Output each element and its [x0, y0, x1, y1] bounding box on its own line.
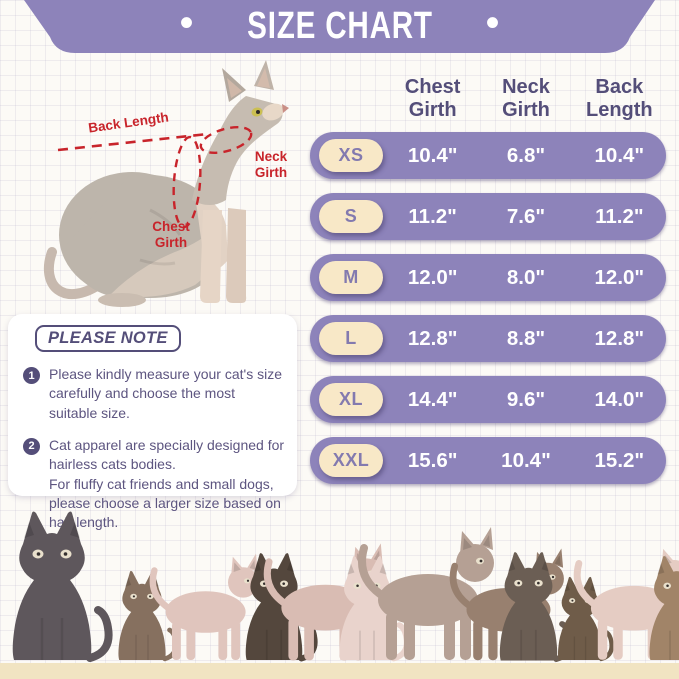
back-length-value: 14.0" — [594, 387, 645, 411]
table-row-xxl: XXL 15.6" 10.4" 15.2" — [310, 437, 666, 484]
chest-girth-value: 10.4" — [407, 143, 458, 167]
note-title-badge: PLEASE NOTE — [35, 325, 181, 352]
table-row-m: M 12.0" 8.0" 12.0" — [310, 254, 666, 301]
back-length-value: 12.8" — [594, 326, 645, 350]
note-item-1: 1 Please kindly measure your cat's size … — [23, 365, 287, 423]
chest-girth-value: 12.8" — [407, 326, 458, 350]
size-badge: L — [319, 322, 383, 355]
chest-girth-value: 15.6" — [407, 448, 458, 472]
note-item-2: 2 Cat apparel are specially designed for… — [23, 436, 287, 533]
chest-girth-value: 12.0" — [407, 265, 458, 289]
note-box: PLEASE NOTE 1 Please kindly measure your… — [8, 314, 297, 530]
size-badge: XXL — [319, 444, 383, 477]
back-length-value: 10.4" — [594, 143, 645, 167]
column-header-neck-girth: Neck Girth — [502, 76, 550, 122]
neck-girth-value: 10.4" — [501, 448, 551, 472]
table-row-l: L 12.8" 8.8" 12.8" — [310, 315, 666, 362]
cat-measurement-illustration — [43, 60, 289, 307]
chest-girth-value: 11.2" — [408, 204, 457, 228]
size-table: XS 10.4" 6.8" 10.4" S 11.2" 7.6" 11.2" M… — [310, 132, 666, 498]
page-title: SIZE CHART — [246, 4, 433, 47]
size-badge: XL — [319, 383, 383, 416]
size-badge: M — [319, 261, 383, 294]
table-row-s: S 11.2" 7.6" 11.2" — [310, 193, 666, 240]
back-length-value: 11.2" — [595, 204, 644, 228]
banner-shape — [24, 0, 655, 53]
neck-girth-value: 7.6" — [506, 204, 546, 228]
header-banner: • SIZE CHART • — [0, 0, 679, 56]
back-length-value: 15.2" — [594, 448, 645, 472]
chest-girth-value: 14.4" — [407, 387, 458, 411]
table-row-xl: XL 14.4" 9.6" 14.0" — [310, 376, 666, 423]
size-table-header: Chest Girth Neck Girth Back Length — [310, 76, 666, 122]
neck-girth-label: Neck Girth — [254, 149, 288, 180]
banner-title: • SIZE CHART • — [179, 1, 500, 47]
size-badge: XS — [319, 139, 383, 172]
bottom-strip — [0, 663, 679, 679]
table-row-xs: XS 10.4" 6.8" 10.4" — [310, 132, 666, 179]
chest-girth-label: Chest Girth — [152, 219, 190, 250]
note-bullet-1-icon: 1 — [23, 367, 40, 384]
cats-photo-strip — [0, 503, 679, 663]
neck-girth-value: 6.8" — [506, 143, 546, 167]
neck-girth-value: 9.6" — [506, 387, 546, 411]
column-header-chest-girth: Chest Girth — [404, 76, 461, 122]
size-badge: S — [319, 200, 383, 233]
note-items: 1 Please kindly measure your cat's size … — [23, 365, 287, 533]
back-length-value: 12.0" — [594, 265, 645, 289]
neck-girth-value: 8.0" — [506, 265, 546, 289]
note-text-1: Please kindly measure your cat's size ca… — [49, 366, 282, 421]
note-bullet-2-icon: 2 — [23, 437, 40, 455]
column-header-back-length: Back Length — [586, 76, 653, 122]
neck-girth-value: 8.8" — [506, 326, 546, 350]
